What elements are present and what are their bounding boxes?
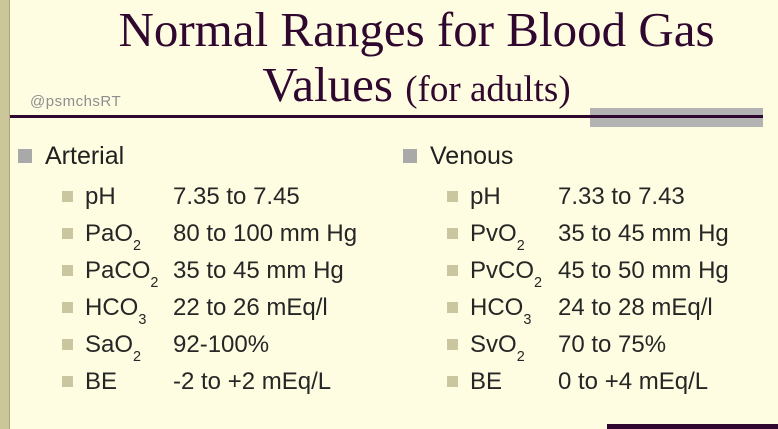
item-label: HCO3 xyxy=(470,293,532,329)
item-label: pH xyxy=(470,182,501,210)
section-arterial: Arterial pH 7.35 to 7.45 PaO2 80 to 100 mm H… xyxy=(0,140,385,400)
section-heading: Venous xyxy=(430,141,514,170)
item-value: 70 to 75% xyxy=(558,330,667,358)
sub-bullet-square-icon xyxy=(447,191,458,202)
item-value: 7.33 to 7.43 xyxy=(558,182,685,210)
item-label: BE xyxy=(470,367,503,395)
item-value: 80 to 100 mm Hg xyxy=(173,219,358,247)
section-heading-row: Venous xyxy=(403,140,770,172)
sub-bullet-square-icon xyxy=(62,339,73,350)
slide-title: Normal Ranges for Blood Gas Values (for … xyxy=(10,2,778,117)
item-value: 22 to 26 mEq/l xyxy=(173,293,328,321)
item-value: 35 to 45 mm Hg xyxy=(558,219,729,247)
list-item: PaCO2 35 to 45 mm Hg xyxy=(18,252,385,292)
item-label: PaCO2 xyxy=(85,256,159,292)
list-item: SvO2 70 to 75% xyxy=(403,326,770,366)
watermark: @psmchsRT xyxy=(30,93,122,110)
bottom-right-accent-bar xyxy=(607,424,778,429)
list-item: PvO2 35 to 45 mm Hg xyxy=(403,215,770,255)
sub-bullet-square-icon xyxy=(447,228,458,239)
sub-bullet-square-icon xyxy=(62,228,73,239)
list-item: pH 7.33 to 7.43 xyxy=(403,178,770,215)
section-heading: Arterial xyxy=(45,141,125,170)
sub-bullet-square-icon xyxy=(62,376,73,387)
item-value: -2 to +2 mEq/L xyxy=(173,367,332,395)
item-label: BE xyxy=(85,367,118,395)
list-item: BE 0 to +4 mEq/L xyxy=(403,363,770,400)
sub-bullet-square-icon xyxy=(447,376,458,387)
section-venous: Venous pH 7.33 to 7.43 PvO2 35 to 45 mm Hg Pv… xyxy=(385,140,770,400)
item-value: 7.35 to 7.45 xyxy=(173,182,300,210)
sub-bullet-square-icon xyxy=(447,265,458,276)
sub-bullet-square-icon xyxy=(62,191,73,202)
item-value: 0 to +4 mEq/L xyxy=(558,367,709,395)
item-value: 35 to 45 mm Hg xyxy=(173,256,344,284)
sub-bullet-square-icon xyxy=(447,302,458,313)
item-value: 45 to 50 mm Hg xyxy=(558,256,729,284)
item-label: PaO2 xyxy=(85,219,142,255)
item-label: PvCO2 xyxy=(470,256,543,292)
bullet-square-icon xyxy=(18,149,32,163)
title-line-1: Normal Ranges for Blood Gas xyxy=(118,2,715,57)
sub-bullet-square-icon xyxy=(62,302,73,313)
list-item: HCO3 22 to 26 mEq/l xyxy=(18,289,385,329)
bullet-square-icon xyxy=(403,149,417,163)
item-label: HCO3 xyxy=(85,293,147,329)
item-label: pH xyxy=(85,182,116,210)
list-item: PvCO2 45 to 50 mm Hg xyxy=(403,252,770,292)
item-value: 24 to 28 mEq/l xyxy=(558,293,713,321)
list-item: HCO3 24 to 28 mEq/l xyxy=(403,289,770,329)
slide-content: Arterial pH 7.35 to 7.45 PaO2 80 to 100 mm H… xyxy=(0,140,778,400)
item-label: SaO2 xyxy=(85,330,142,366)
item-label: PvO2 xyxy=(470,219,525,255)
sub-bullet-square-icon xyxy=(447,339,458,350)
title-divider-line xyxy=(10,115,763,118)
title-line-2-paren: (for adults) xyxy=(405,69,571,110)
sub-bullet-square-icon xyxy=(62,265,73,276)
section-heading-row: Arterial xyxy=(18,140,385,172)
list-item: BE -2 to +2 mEq/L xyxy=(18,363,385,400)
title-line-2-main: Values xyxy=(262,57,406,112)
list-item: SaO2 92-100% xyxy=(18,326,385,366)
title-line-2: Values (for adults) xyxy=(55,57,778,117)
list-item: PaO2 80 to 100 mm Hg xyxy=(18,215,385,255)
left-edge-strip xyxy=(0,0,10,429)
item-label: SvO2 xyxy=(470,330,525,366)
item-value: 92-100% xyxy=(173,330,270,358)
list-item: pH 7.35 to 7.45 xyxy=(18,178,385,215)
